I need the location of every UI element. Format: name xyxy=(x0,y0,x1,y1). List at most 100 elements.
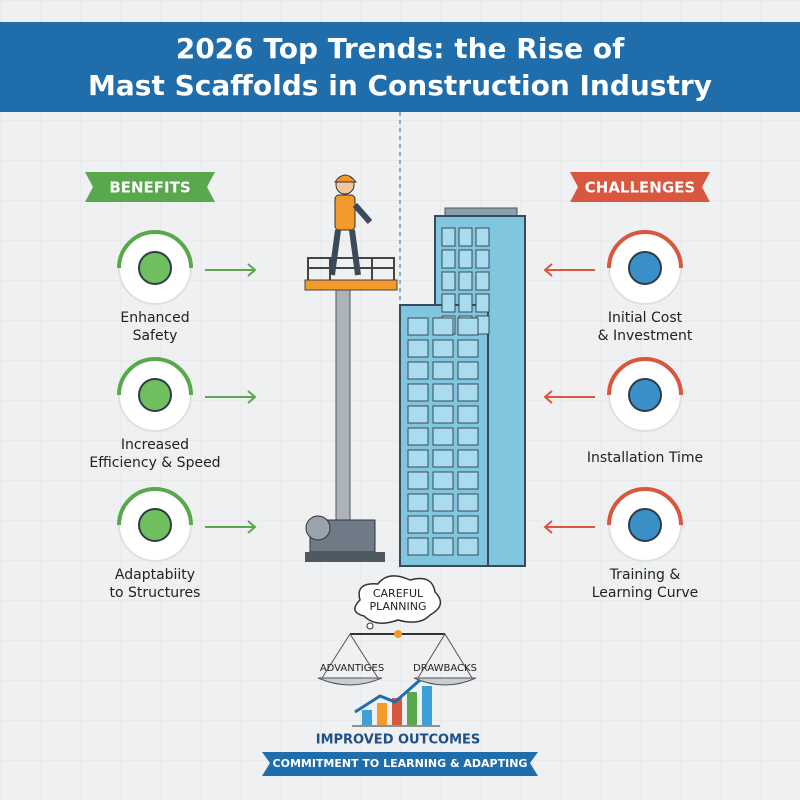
window xyxy=(457,339,479,358)
window xyxy=(441,271,456,291)
scale-label: ADVANTIGES xyxy=(320,663,384,674)
scaffold xyxy=(304,174,398,562)
item-label: Initial Cost xyxy=(608,310,683,326)
window xyxy=(475,227,490,247)
window xyxy=(432,515,454,534)
window xyxy=(475,293,490,313)
window xyxy=(458,249,473,269)
window xyxy=(407,317,429,336)
planning-cloud: CAREFUL PLANNING xyxy=(354,575,442,630)
item-label: & Investment xyxy=(598,328,693,344)
growth-icon-part xyxy=(422,686,432,725)
growth-icon-part xyxy=(407,692,417,725)
window xyxy=(458,293,473,313)
growth-icon-part xyxy=(362,710,372,725)
window xyxy=(407,361,429,380)
scaffold-part xyxy=(334,174,358,183)
window xyxy=(432,493,454,512)
window xyxy=(441,293,456,313)
benefits-item: Increased Efficiency & Speed xyxy=(89,357,257,471)
growth-icon-part xyxy=(377,703,387,725)
window xyxy=(457,449,479,468)
item-label: Efficiency & Speed xyxy=(89,455,220,471)
window xyxy=(475,271,490,291)
window xyxy=(441,227,456,247)
scaffold-part xyxy=(305,515,331,541)
planning-cloud-part xyxy=(354,575,442,624)
badge-text: BENEFITS xyxy=(109,179,190,197)
arrow-head xyxy=(247,520,257,534)
window xyxy=(457,405,479,424)
item-label: Enhanced xyxy=(120,310,189,326)
benefits-item: Adaptabiity to Structures xyxy=(110,487,257,601)
window xyxy=(407,537,429,556)
icon-ring xyxy=(607,230,683,269)
scaffold-part xyxy=(329,203,373,276)
icon-ring xyxy=(607,357,683,396)
icon xyxy=(628,378,662,412)
scaffold-part xyxy=(335,289,351,526)
arrow-head xyxy=(543,263,553,277)
scaffold-part xyxy=(305,552,385,562)
window xyxy=(432,449,454,468)
icon xyxy=(138,508,172,542)
window xyxy=(432,383,454,402)
banner: COMMITMENT TO LEARNING & ADAPTING xyxy=(262,752,538,776)
window xyxy=(432,339,454,358)
balance-scale-part xyxy=(321,633,473,679)
item-label: Safety xyxy=(133,328,178,344)
banner-text: COMMITMENT TO LEARNING & ADAPTING xyxy=(273,757,528,770)
balance-scale-part xyxy=(394,630,402,638)
window xyxy=(407,471,429,490)
window xyxy=(457,493,479,512)
window xyxy=(432,361,454,380)
challenges-badge: CHALLENGES xyxy=(570,172,710,202)
challenges-item: Installation Time xyxy=(543,357,703,466)
windows xyxy=(407,227,490,556)
window xyxy=(458,227,473,247)
icon-ring xyxy=(117,357,193,396)
item-label: to Structures xyxy=(110,585,201,601)
challenges-badge-part xyxy=(570,172,710,202)
balance-scale: ADVANTIGES DRAWBACKS xyxy=(317,630,477,686)
item-label: Installation Time xyxy=(587,450,703,466)
icon-ring xyxy=(117,487,193,526)
arrow-head xyxy=(543,390,553,404)
window xyxy=(475,249,490,269)
title-line: Mast Scaffolds in Construction Industry xyxy=(88,69,712,102)
badge-text: CHALLENGES xyxy=(585,179,695,197)
outcome-text: IMPROVED OUTCOMES xyxy=(316,733,481,748)
icon xyxy=(628,508,662,542)
window xyxy=(441,249,456,269)
window xyxy=(432,427,454,446)
side-items: Enhanced Safety Increased Efficiency & Spee… xyxy=(89,230,703,601)
window xyxy=(457,537,479,556)
planning-cloud-part xyxy=(366,622,374,630)
window xyxy=(407,449,429,468)
arrow-head xyxy=(543,520,553,534)
window xyxy=(432,537,454,556)
title-bar-part xyxy=(0,22,800,112)
window xyxy=(407,405,429,424)
benefits-badge-part xyxy=(85,172,215,202)
growth-icon-part xyxy=(392,698,402,725)
window xyxy=(432,471,454,490)
window xyxy=(458,271,473,291)
window xyxy=(457,515,479,534)
building xyxy=(399,207,526,567)
icon xyxy=(138,251,172,285)
growth-icon xyxy=(352,678,440,727)
window xyxy=(407,427,429,446)
icon-ring xyxy=(117,230,193,269)
icon xyxy=(138,378,172,412)
icon xyxy=(628,251,662,285)
scale-label: DRAWBACKS xyxy=(413,663,477,674)
scaffold-part xyxy=(334,194,356,231)
item-label: Training & xyxy=(609,567,681,583)
item-label: Learning Curve xyxy=(592,585,699,601)
arrow-head xyxy=(247,390,257,404)
growth-icon-part xyxy=(354,678,421,714)
cloud-text: PLANNING xyxy=(370,600,427,613)
title-line: 2026 Top Trends: the Rise of xyxy=(176,32,625,65)
scaffold-part xyxy=(304,279,398,291)
